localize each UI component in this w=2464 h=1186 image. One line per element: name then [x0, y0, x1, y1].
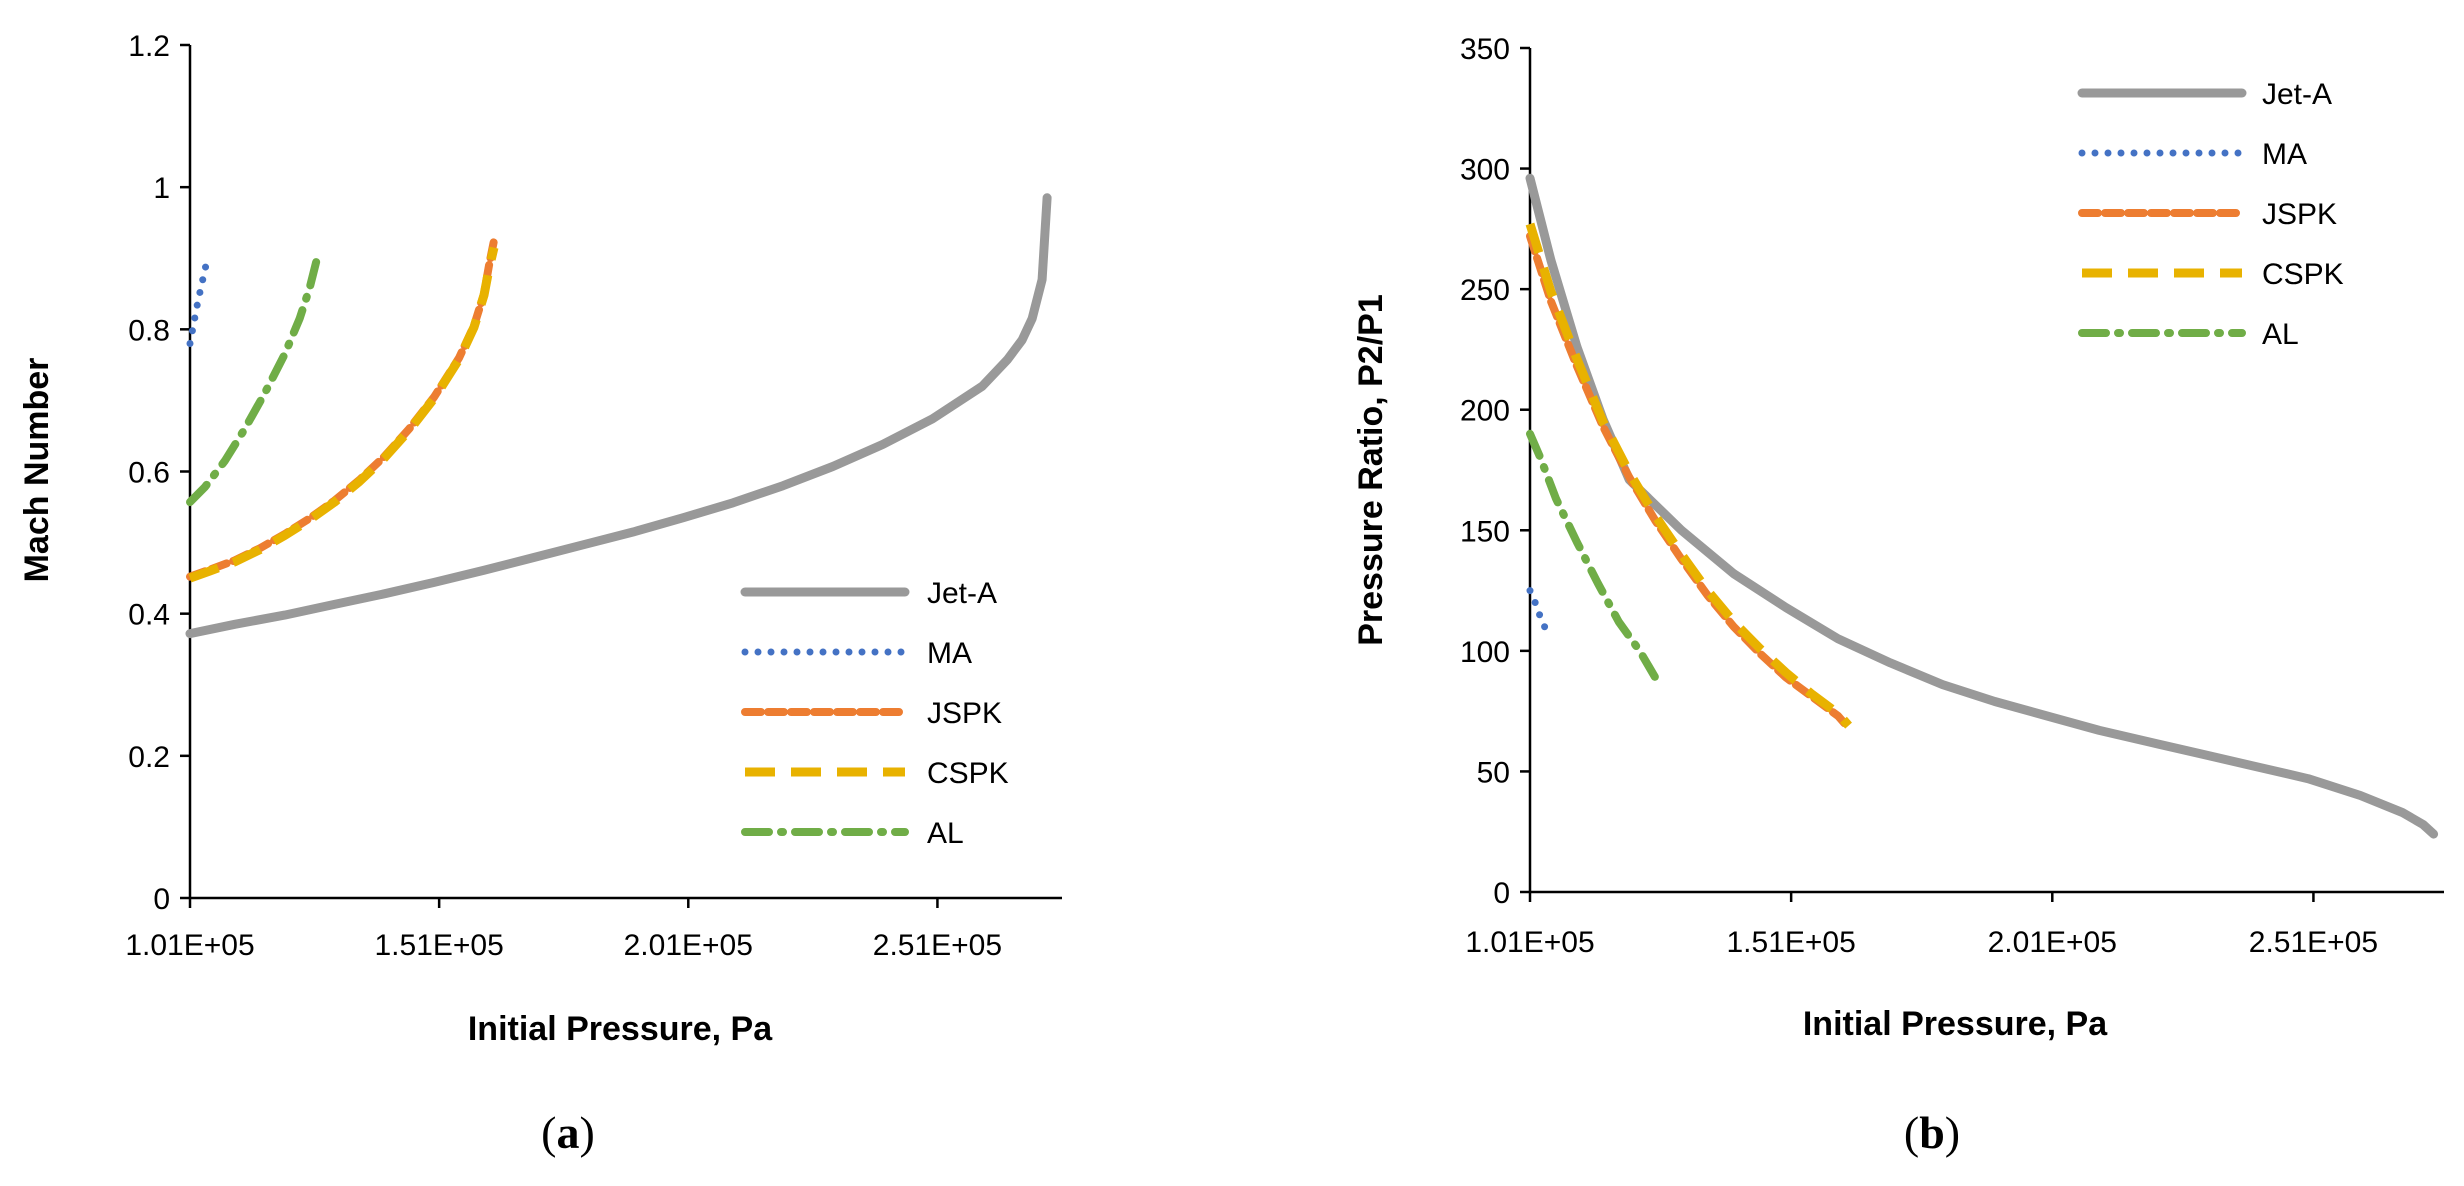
x-tick-label: 1.01E+05	[125, 929, 254, 962]
panel-label: (a)	[541, 1107, 595, 1158]
y-tick-label: 50	[1477, 756, 1510, 789]
chart-a: 0 0.2 0.4 0.6 0.8 1 1.2 1.01E+05 1.51E+05 2.01E+0…	[18, 30, 1062, 1158]
panel-label-letter: b	[1919, 1107, 1945, 1158]
legend-label: AL	[927, 817, 964, 850]
series-line-al	[186, 254, 322, 507]
legend-label: JSPK	[2262, 198, 2337, 231]
series-line-al	[1526, 429, 1662, 687]
x-axis-title: Initial Pressure, Pa	[1803, 1005, 2108, 1043]
legend-label: MA	[927, 637, 972, 670]
y-tick-label: 150	[1460, 515, 1510, 548]
y-tick-label: 0.2	[128, 741, 170, 774]
series-line-jet-a	[185, 193, 1052, 639]
y-tick-label: 0	[1493, 877, 1510, 910]
panel-label-close: )	[1945, 1107, 1960, 1158]
x-tick-label: 2.01E+05	[624, 929, 753, 962]
y-tick-label: 350	[1460, 33, 1510, 66]
series-line-cspk	[188, 246, 499, 583]
y-tick-label: 1.2	[128, 30, 170, 63]
y-axis-title: Pressure Ratio, P2/P1	[1352, 294, 1390, 646]
legend-label: CSPK	[927, 757, 1009, 790]
y-tick-label: 0	[153, 883, 170, 916]
y-tick-label: 0.4	[128, 599, 170, 632]
y-tick-label: 200	[1460, 395, 1510, 428]
x-tick-label: 1.51E+05	[1726, 926, 1855, 959]
y-tick-label: 250	[1460, 274, 1510, 307]
y-tick-label: 1	[153, 172, 170, 205]
x-tick-label: 2.51E+05	[2249, 926, 2378, 959]
legend-label: JSPK	[927, 697, 1002, 730]
x-tick-label: 2.51E+05	[873, 929, 1002, 962]
legend-label: AL	[2262, 318, 2299, 351]
series-line-ma	[1526, 587, 1551, 636]
x-axis-title: Initial Pressure, Pa	[468, 1010, 773, 1048]
y-axis-title: Mach Number	[18, 358, 56, 583]
legend-label: Jet-A	[927, 577, 997, 610]
legend-label: MA	[2262, 138, 2307, 171]
panel-label: (b)	[1904, 1107, 1960, 1158]
x-tick-label: 2.01E+05	[1988, 926, 2117, 959]
panel-label-close: )	[580, 1107, 595, 1158]
y-tick-label: 300	[1460, 154, 1510, 187]
legend-label: Jet-A	[2262, 78, 2332, 111]
series-line-cspk	[1525, 222, 1852, 729]
panel-label-letter: a	[557, 1107, 580, 1158]
legend: Jet-A MA JSPK CSPK AL	[740, 577, 1009, 850]
y-tick-label: 0.8	[128, 314, 170, 347]
chart-b: 0 50 100 150 200 250 300 350 1.01E+05 1.51E+05 2.0…	[1352, 33, 2444, 1158]
legend: Jet-A MA JSPK CSPK AL	[2077, 78, 2344, 351]
panel-label-open: (	[541, 1107, 556, 1158]
y-tick-label: 100	[1460, 636, 1510, 669]
y-tick-label: 0.6	[128, 457, 170, 490]
panel-label-open: (	[1904, 1107, 1919, 1158]
legend-label: CSPK	[2262, 258, 2344, 291]
x-tick-label: 1.51E+05	[374, 929, 503, 962]
x-tick-label: 1.01E+05	[1465, 926, 1594, 959]
series-line-ma	[186, 261, 210, 347]
